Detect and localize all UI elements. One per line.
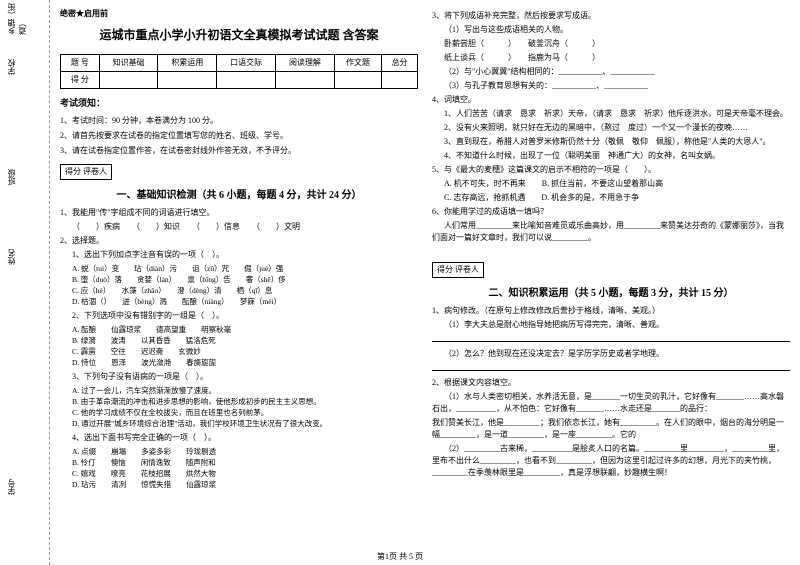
opt: A. 点缀 崩塌 多姿多彩 玲珑剔透 — [60, 446, 418, 457]
opt: C. 他的学习成绩不仅在全校拔尖，而且在班里也名列前茅。 — [60, 407, 418, 418]
td — [99, 72, 158, 89]
secret-label: 绝密★启用前 — [60, 8, 418, 20]
opt: D. 恃位 恩泽 波光潋滟 春旖旎旎 — [60, 357, 418, 368]
s2q2: 2、根据课文内容填空。 — [432, 377, 790, 389]
q2-3: 3、下列句子没有语病的一项是（ ）。 — [60, 371, 418, 383]
q5a: A. 机不可失，时不再来 B. 抓住当前，不要这山望着那山高 — [432, 178, 790, 190]
opt: A. 酝酿 仙露琼浆 德高望重 明察秋毫 — [60, 324, 418, 335]
opt: A. 过了一会儿，汽车突然渐渐放慢了速度。 — [60, 385, 418, 396]
q1-opts: （ ）疾病 （ ）知识 （ ）信息 （ ）文明 — [60, 221, 418, 233]
left-column: 绝密★启用前 运城市重点小学小升初语文全真模拟考试试题 含答案 题 号 知识基础… — [60, 8, 418, 557]
q3-1: （1）写出与这些成语相关的人物。 — [432, 24, 790, 36]
q5: 5、与《最大的麦穗》这篇课文的启示不相符的一项是（ ）。 — [432, 164, 790, 176]
th: 知识基础 — [99, 55, 158, 72]
s2q1-2: （2）怎么？他到现在还没决定去？是学历学历史或者学地理。 — [432, 348, 790, 360]
th: 作文题 — [334, 55, 381, 72]
th: 口语交际 — [217, 55, 276, 72]
opt: B. 伶仃 懊恼 闲情逸致 随声附和 — [60, 457, 418, 468]
notice-heading: 考试须知： — [60, 97, 418, 111]
td — [158, 72, 217, 89]
s2q2-1: （1）水与人类密切相关，水养活无意，是_______一切生灵的乳汁，它好像有__… — [432, 391, 790, 415]
table-row: 题 号 知识基础 积累运用 口语交际 阅读理解 作文题 总分 — [61, 55, 418, 72]
score-table: 题 号 知识基础 积累运用 口语交际 阅读理解 作文题 总分 得 分 — [60, 54, 418, 89]
blank-line — [432, 333, 790, 346]
q4-4: 4、不知道什么时候，出现了一位（聪明美丽 神通广大）的女神，名叫女娲。 — [432, 150, 790, 162]
s2q1: 1、病句修改。（在原句上修改修改后誊抄于格线，清晰、美观。） — [432, 305, 790, 317]
opt: C. 嬉戏 嘹亮 花枝招展 烘然大物 — [60, 468, 418, 479]
right-column: 3、将下列成语补充完整，然后按要求写成语。 （1）写出与这些成语相关的人物。 卧… — [432, 8, 790, 557]
th: 题 号 — [61, 55, 100, 72]
opt: C. 应（hè） 水藻（zhǎo） 澄（dèng）清 栖（qī）息 — [60, 285, 418, 296]
q1: 1、我能用"传"字组成不同的词语进行填空。 — [60, 207, 418, 219]
q6: 6、你能用学过的成语填一填吗？ — [432, 206, 790, 218]
binding-name: 姓名 — [6, 249, 17, 265]
td — [382, 72, 418, 89]
q2-1: 1、选出下列加点字注音有误的一项（ ）。 — [60, 249, 418, 261]
score-box-2: 得分 评卷人 — [432, 262, 484, 278]
page-footer: 第1页 共 5 页 — [0, 551, 800, 562]
section2-heading: 二、知识积累运用（共 5 小题，每题 3 分，共计 15 分） — [432, 286, 790, 301]
s2q2-2: 我们赞美长江，他是_________；我们依恋长江，她有_________。在人… — [432, 417, 790, 441]
notice-item: 2、请首先按要求在试卷的指定位置填写您的姓名、班级、学号。 — [60, 130, 418, 142]
th: 阅读理解 — [276, 55, 335, 72]
q4: 4、词填空。 — [432, 94, 790, 106]
q2-4: 4、选出下面书写完全正确的一项（ ）。 — [60, 432, 418, 444]
notice-item: 3、请在试卷指定位置作答，在试卷密封线外作答无效，不予评分。 — [60, 145, 418, 157]
table-row: 得 分 — [61, 72, 418, 89]
opt: D. 玷污 清冽 惊慌失措 仙露琼浆 — [60, 479, 418, 490]
opt: D. 通过开展"城乡环境综合治理"活动，我们学校环境卫生状况有了很大改变。 — [60, 418, 418, 429]
section1-heading: 一、基础知识检测（共 6 小题，每题 4 分，共计 24 分） — [60, 188, 418, 203]
q3-1b: 纸上谈兵（ ） 指鹿为马（ ） — [432, 52, 790, 64]
td — [276, 72, 335, 89]
td — [217, 72, 276, 89]
binding-margin: 乡镇（街道） 学校 班级 姓名 学号 — [0, 0, 50, 565]
q5b: C. 志存高远，抢抓机遇 D. 机会多的是，不用急于争 — [432, 192, 790, 204]
q2-2: 2、下列选项中没有错别字的一组是（ ）。 — [60, 310, 418, 322]
q2: 2、选择题。 — [60, 235, 418, 247]
q3-1a: 卧薪尝胆（ ） 破釜沉舟（ ） — [432, 38, 790, 50]
q4-2: 2、没有火来照明，就只好在无边的黑暗中，（熬过 度过）一个又一个漫长的夜晚…… — [432, 122, 790, 134]
binding-id: 学号 — [6, 479, 17, 495]
q3-2: （2）与"小心翼翼"结构相同的：___________、___________ — [432, 66, 790, 78]
blank-line — [432, 362, 790, 375]
q3: 3、将下列成语补充完整，然后按要求写成语。 — [432, 10, 790, 22]
binding-class: 班级 — [6, 169, 17, 185]
binding-xiang: 乡镇（街道） — [6, 0, 28, 35]
s2q1-1: （1）李大夫总是耐心地指导她把病历写得完完，清晰、善观。 — [432, 319, 790, 331]
td: 得 分 — [61, 72, 100, 89]
binding-school: 学校 — [6, 59, 17, 75]
th: 总分 — [382, 55, 418, 72]
opt: B. 绿漪 波涛 以其昏昏 猛洛危死 — [60, 335, 418, 346]
notice-item: 1、考试时间：90 分钟，本卷满分为 100 分。 — [60, 115, 418, 127]
th: 积累运用 — [158, 55, 217, 72]
exam-title: 运城市重点小学小升初语文全真模拟考试试题 含答案 — [60, 26, 418, 44]
opt: D. 枯涸（） 迸（bèng）溅 酝酿（niàng） 梦寐（mèi） — [60, 296, 418, 307]
score-box: 得分 评卷人 — [60, 164, 112, 180]
q6-1: 人们常用_________来比喻知音难觅或乐曲高妙，用_________来赞美达… — [432, 220, 790, 244]
s2q2-3: （2）_________古来稀，__________是脍炙人口的名篇。_____… — [432, 443, 790, 479]
opt: B. 堕（duò）落 贪婪（lán） 禀（bǐng）告 奢（shē）侈 — [60, 274, 418, 285]
td — [334, 72, 381, 89]
opt: A. 蜕（tuì）变 玷（diàn）污 诅（zǔ）咒 倔（jué）强 — [60, 263, 418, 274]
q4-1: 1、人们苦苦（请求 恳求 祈求）天帝，（请求 恳求 祈求）他斥逐洪水，可是天帝毫… — [432, 108, 790, 120]
opt: C. 霹雳 空往 迟迟斋 玄微妙 — [60, 346, 418, 357]
q3-3: （3）与孔子教育思想有关的：___________、___________ — [432, 80, 790, 92]
opt: B. 由于革命潮流的冲击和进步思想的影响，使他形成初步的民主主义思想。 — [60, 396, 418, 407]
q4-3: 3、直到现在，希腊人对普罗米修斯仍然十分（敬佩 敬仰 佩服），称他是"人类的大恩… — [432, 136, 790, 148]
